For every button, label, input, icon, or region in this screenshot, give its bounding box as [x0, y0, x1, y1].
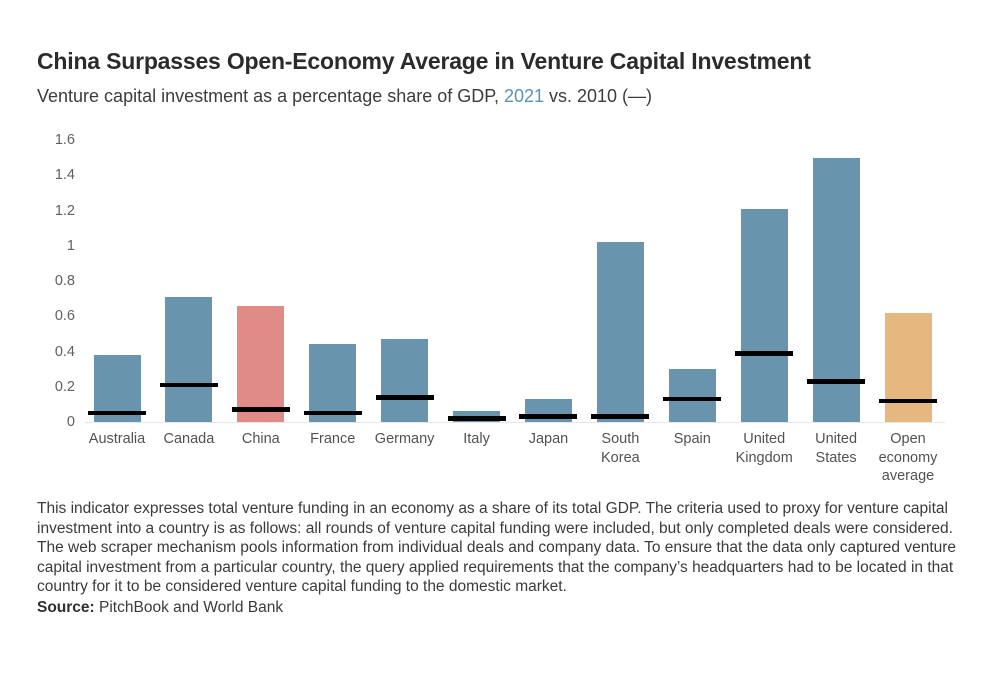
y-axis-tick-label: 0.8 — [54, 273, 75, 289]
bar-2021-united-states — [812, 157, 860, 422]
bar-2021-spain — [668, 369, 716, 422]
x-axis-label-south-korea: South Korea — [601, 431, 640, 466]
x-axis-label-italy: Italy — [463, 431, 490, 447]
x-axis-label-japan: Japan — [528, 431, 569, 447]
x-axis-label-united-kingdom: United Kingdom — [735, 431, 793, 466]
marker-2010-south-korea — [591, 414, 650, 419]
bar-2021-canada — [165, 296, 213, 422]
subtitle-vs-2010-legend: vs. 2010 (—) — [544, 86, 653, 106]
y-axis-tick-label: 0.2 — [54, 378, 75, 395]
chart-subtitle: Venture capital investment as a percenta… — [37, 86, 652, 107]
x-axis-label-spain: Spain — [673, 431, 711, 447]
x-axis-label-germany: Germany — [374, 431, 435, 447]
marker-2010-france — [303, 410, 362, 416]
y-axis-tick-label: 0.6 — [54, 308, 75, 325]
bar-2021-china — [237, 305, 285, 422]
y-axis-tick-label: 0.4 — [54, 343, 75, 360]
chart-title: China Surpasses Open-Economy Average in … — [37, 48, 811, 74]
bar-2021-germany — [381, 339, 429, 422]
marker-2010-japan — [519, 414, 578, 419]
source-line: Source: PitchBook and World Bank — [37, 599, 283, 617]
y-axis-tick-label: 1 — [66, 237, 75, 254]
bar-2021-france — [309, 344, 357, 422]
marker-2010-spain — [663, 396, 722, 402]
source-text: PitchBook and World Bank — [94, 599, 284, 616]
x-axis-label-france: France — [310, 431, 356, 447]
marker-2010-united-kingdom — [735, 351, 794, 356]
marker-2010-united-states — [807, 379, 866, 384]
y-axis-tick-label: 1.2 — [54, 202, 75, 219]
marker-2010-germany — [375, 395, 434, 400]
x-axis-label-united-states: United States — [815, 431, 858, 466]
y-axis-tick-label: 1.4 — [54, 167, 75, 184]
note-text: This indicator expresses total venture f… — [37, 500, 957, 595]
y-axis-tick-label: 0 — [66, 414, 75, 430]
marker-2010-open-economy-average — [879, 398, 937, 404]
marker-2010-australia — [88, 410, 146, 416]
subtitle-year-2021: 2021 — [503, 86, 544, 106]
plot-area — [85, 140, 945, 423]
bar-2021-south-korea — [596, 242, 644, 422]
marker-2010-italy — [447, 416, 506, 421]
source-label: Source: — [37, 599, 95, 616]
bar-2021-open-economy-average — [884, 312, 932, 422]
marker-2010-canada — [159, 382, 218, 388]
marker-2010-china — [231, 407, 290, 412]
y-axis-tick-label: 1.6 — [54, 132, 75, 148]
x-axis-label-china: China — [241, 431, 280, 447]
bar-2021-australia — [93, 355, 141, 422]
x-axis-label-australia: Australia — [88, 431, 146, 447]
x-axis-label-canada: Canada — [163, 431, 215, 447]
x-axis-label-open-economy-average: Open economy average — [878, 431, 938, 484]
bar-2021-united-kingdom — [740, 208, 788, 422]
subtitle-text: Venture capital investment as a percenta… — [37, 86, 504, 106]
